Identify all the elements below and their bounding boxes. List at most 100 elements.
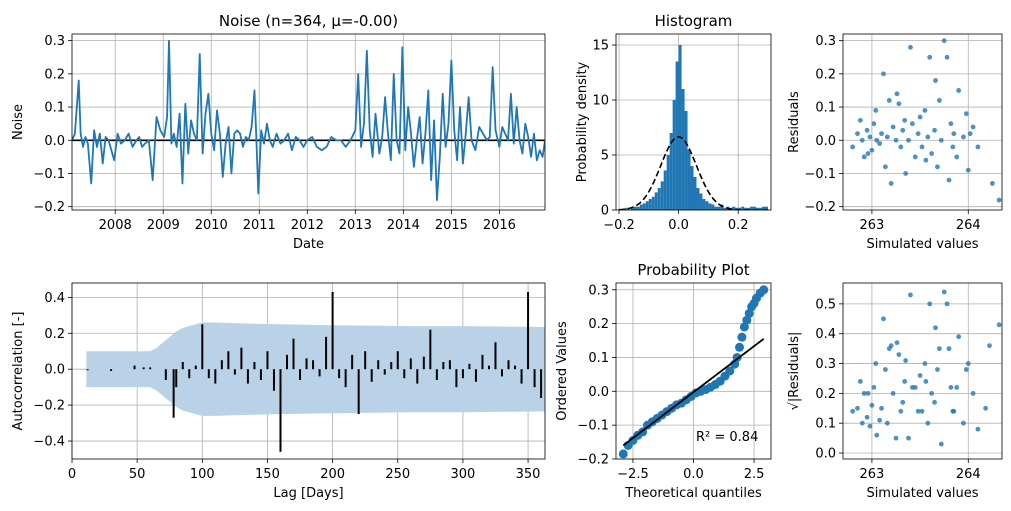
- y-tick-label-histogram: 10: [592, 94, 609, 109]
- sqrt-residual-point: [935, 367, 940, 372]
- histogram-bar: [651, 196, 655, 210]
- x-tick-label-noise: 2008: [99, 218, 132, 233]
- sqrt-residual-point: [987, 343, 992, 349]
- sqrt-residual-point: [946, 346, 952, 352]
- y-tick-label-autocorrelation: 0.2: [44, 327, 65, 342]
- x-tick-label-noise: 2012: [291, 218, 324, 233]
- x-axis-label-sqrt_residuals: Simulated values: [866, 486, 978, 501]
- autocorrelation-bar: [383, 369, 386, 375]
- x-axis-label-noise: Date: [293, 237, 324, 252]
- quantile-point: [744, 308, 754, 318]
- autocorrelation-bar: [220, 360, 223, 370]
- autocorrelation-bar: [272, 369, 275, 391]
- autocorrelation-bar: [305, 358, 308, 370]
- autocorrelation-bar: [312, 360, 315, 370]
- histogram-bar: [678, 45, 682, 210]
- panel-histogram: −0.2 0.0 0.2 0 5 10 15 Histogram Probability den…: [575, 12, 772, 233]
- histogram-bar: [741, 206, 745, 210]
- autocorrelation-bar: [259, 369, 262, 380]
- sqrt-residual-point: [874, 432, 880, 438]
- panel-sqrt_residuals: 263 264 0.0 0.1 0.2 0.3 0.4 0.5 Simulated values…: [787, 282, 1003, 501]
- autocorrelation-bar: [494, 342, 497, 370]
- plot-area-sqrt_residuals: [850, 289, 1002, 447]
- residual-point: [996, 197, 1002, 203]
- sqrt-residual-point: [900, 399, 906, 405]
- y-tick-label-histogram: 5: [601, 149, 609, 164]
- sqrt-residual-point: [912, 385, 918, 390]
- autocorrelation-bar: [357, 369, 360, 415]
- y-axis-label-histogram: Probability density: [575, 61, 590, 182]
- y-axis-label-residuals: Residuals: [787, 91, 802, 153]
- sqrt-residual-point: [948, 385, 954, 390]
- x-axis-label-probability_plot: Theoretical quantiles: [624, 486, 762, 501]
- autocorrelation-bar: [318, 369, 321, 377]
- autocorrelation-bar: [527, 291, 530, 370]
- histogram-bar: [696, 188, 700, 210]
- axes-frame-histogram: [615, 33, 772, 211]
- histogram-bar: [681, 89, 685, 210]
- y-tick-label-sqrt_residuals: 0.1: [815, 417, 836, 432]
- sqrt-residual-point: [893, 435, 899, 441]
- autocorrelation-bar: [207, 369, 210, 379]
- autocorrelation-bar: [246, 369, 249, 384]
- y-tick-label-sqrt_residuals: 0.5: [815, 297, 836, 312]
- y-tick-label-residuals: −0.1: [804, 167, 836, 182]
- x-tick-label-noise: 2013: [339, 218, 372, 233]
- residual-point: [965, 167, 971, 173]
- x-tick-label-autocorrelation: 0: [68, 467, 76, 482]
- histogram-bar: [717, 206, 721, 210]
- residual-point: [925, 134, 931, 140]
- histogram-bar: [624, 207, 628, 210]
- residual-point: [933, 78, 938, 83]
- histogram-bar: [684, 111, 688, 210]
- residual-point: [879, 131, 884, 137]
- x-tick-label-autocorrelation: 300: [450, 467, 475, 482]
- y-tick-label-residuals: −0.2: [804, 200, 836, 215]
- residual-point: [850, 144, 856, 150]
- residual-point: [912, 154, 918, 160]
- sqrt-residual-point: [903, 358, 909, 363]
- autocorrelation-bar: [468, 363, 471, 370]
- residual-point: [923, 157, 929, 163]
- autocorrelation-bar: [253, 362, 256, 370]
- sqrt-residual-point: [869, 402, 875, 408]
- residual-point: [877, 141, 883, 146]
- normal-density-curve: [618, 136, 769, 210]
- chart-title-noise: Noise (n=364, μ=-0.00): [219, 12, 398, 30]
- histogram-bar: [714, 206, 718, 210]
- x-tick-label-autocorrelation: 150: [255, 467, 280, 482]
- y-tick-label-sqrt_residuals: 0.4: [815, 327, 836, 342]
- autocorrelation-bar: [240, 347, 243, 370]
- histogram-bar: [738, 207, 742, 210]
- residual-point: [936, 98, 942, 103]
- autocorrelation-bar: [194, 365, 197, 370]
- grid-sqrt_residuals: [843, 283, 1002, 459]
- histogram-bar: [711, 204, 715, 210]
- histogram-bar: [720, 204, 724, 210]
- autocorrelation-bar: [292, 338, 295, 370]
- sqrt-residual-point: [915, 408, 921, 414]
- y-tick-label-noise: 0.0: [44, 134, 65, 149]
- residual-point: [967, 131, 973, 137]
- residual-point: [884, 134, 890, 140]
- sqrt-residual-point: [884, 420, 890, 426]
- histogram-bar: [663, 170, 667, 210]
- sqrt-residual-point: [908, 292, 913, 298]
- x-tick-label-probability_plot: 0.0: [683, 467, 704, 482]
- histogram-bar: [699, 193, 703, 210]
- sqrt-residual-point: [938, 441, 944, 447]
- residual-point: [922, 107, 928, 113]
- y-tick-label-sqrt_residuals: 0.0: [815, 447, 836, 462]
- y-tick-label-probability_plot: 0.0: [588, 385, 609, 400]
- residual-point: [989, 181, 995, 186]
- sqrt-residual-point: [961, 420, 966, 426]
- x-tick-label-noise: 2016: [483, 218, 516, 233]
- residual-point: [881, 71, 886, 77]
- histogram-bar: [648, 199, 652, 210]
- y-tick-label-autocorrelation: −0.4: [33, 435, 65, 450]
- plot-area-noise: [72, 39, 545, 201]
- axes-frame-residuals: [842, 33, 1003, 211]
- sqrt-residual-point: [941, 289, 947, 295]
- residual-point: [948, 121, 954, 127]
